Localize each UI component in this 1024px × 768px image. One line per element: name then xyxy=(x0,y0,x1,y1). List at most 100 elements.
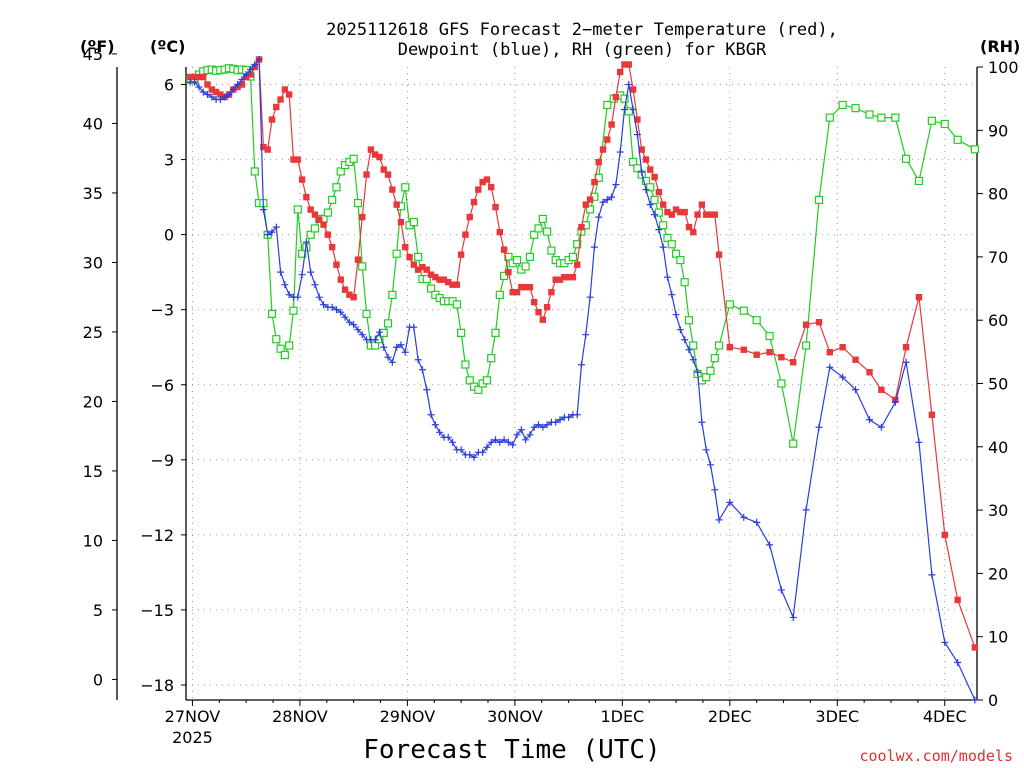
rh-point xyxy=(940,119,949,129)
rh-tick-label: 20 xyxy=(988,564,1008,583)
chart-title-line1: 2025112618 GFS Forecast 2−meter Temperat… xyxy=(326,20,838,40)
temperature-point xyxy=(320,221,327,228)
dewpoint-point xyxy=(315,293,323,301)
rh-point xyxy=(465,376,474,385)
dewpoint-point xyxy=(500,436,508,444)
dewpoint-point xyxy=(496,438,504,446)
rh-point xyxy=(521,262,530,271)
dewpoint-point xyxy=(427,411,435,419)
rh-point xyxy=(401,183,410,192)
temperature-point xyxy=(440,276,448,283)
celsius-tick-label: −9 xyxy=(150,451,174,470)
axes xyxy=(112,53,983,706)
dewpoint-point xyxy=(655,226,663,234)
dewpoint-point xyxy=(345,318,353,326)
temperature-point xyxy=(479,178,486,186)
temperature-point xyxy=(285,91,293,98)
temperature-point xyxy=(187,73,194,81)
dewpoint-point xyxy=(388,358,396,366)
fahrenheit-tick-label: 15 xyxy=(83,462,103,481)
temperature-point xyxy=(354,256,362,263)
rh-point xyxy=(689,341,698,350)
temperature-point xyxy=(505,268,512,276)
temperature-point xyxy=(616,68,624,76)
temperature-point xyxy=(217,91,224,98)
temperature-point xyxy=(561,273,568,281)
temperature-point xyxy=(790,359,797,366)
rh-point xyxy=(289,306,298,315)
rh-point xyxy=(641,176,651,186)
rh-point xyxy=(297,249,307,258)
rh-point xyxy=(765,331,774,341)
rh-point xyxy=(927,116,936,125)
temperature-point xyxy=(260,143,267,151)
dewpoint-point xyxy=(436,428,444,436)
x-tick-label: 27NOV xyxy=(165,707,221,726)
x-tick-label: 2DEC xyxy=(708,707,752,726)
rh-point xyxy=(530,230,539,239)
rh-point xyxy=(280,350,289,360)
celsius-tick-label: 6 xyxy=(164,76,174,95)
temperature-point xyxy=(462,231,469,238)
rh-point xyxy=(654,208,663,217)
temperature-point xyxy=(414,266,422,273)
temperature-point xyxy=(839,344,846,351)
dewpoint-point xyxy=(466,451,474,459)
temperature-point xyxy=(316,216,323,223)
rh-point xyxy=(491,328,500,337)
dewpoint-point xyxy=(866,416,874,424)
temperature-point xyxy=(311,211,319,218)
temperature-point xyxy=(878,386,885,393)
rh-point xyxy=(802,341,811,350)
dewpoint-point xyxy=(638,168,646,176)
rh-point xyxy=(725,300,734,309)
dewpoint-point xyxy=(599,198,607,206)
dewpoint-point xyxy=(971,696,979,704)
dewpoint-point xyxy=(509,441,517,449)
temperature-point xyxy=(625,61,632,68)
rh-point xyxy=(512,255,522,265)
rh-point xyxy=(534,224,543,233)
rh-point xyxy=(838,100,847,110)
rh-series xyxy=(186,64,979,448)
temperature-point xyxy=(815,319,823,326)
dewpoint-point xyxy=(268,228,276,236)
dewpoint-point xyxy=(663,273,671,281)
temperature-point xyxy=(522,283,529,291)
temperature-point xyxy=(204,81,211,88)
rh-point xyxy=(487,354,496,363)
rh-point xyxy=(671,249,681,258)
dewpoint-point xyxy=(582,331,590,339)
dewpoint-point xyxy=(320,301,328,309)
temperature-point xyxy=(902,344,910,351)
rh-point xyxy=(680,278,689,287)
rh-point xyxy=(310,224,320,233)
rh-point xyxy=(702,373,711,382)
fahrenheit-tick-label: 20 xyxy=(83,392,103,411)
dewpoint-point xyxy=(328,303,336,311)
temperature-point xyxy=(324,231,332,238)
rh-point xyxy=(714,341,724,350)
rh-point xyxy=(706,366,715,375)
celsius-tick-label: −18 xyxy=(140,676,174,695)
temperature-point xyxy=(677,208,684,216)
dewpoint-point xyxy=(668,291,676,299)
temperature-point xyxy=(380,166,387,173)
temperature-point xyxy=(475,186,482,193)
dewpoint-point xyxy=(216,96,224,104)
rh-point xyxy=(328,195,337,205)
dewpoint-point xyxy=(203,91,211,99)
dewpoint-point xyxy=(608,193,616,201)
rh-point xyxy=(585,205,595,214)
dewpoint-point xyxy=(393,343,401,351)
dewpoint-point xyxy=(423,386,431,394)
temperature-point xyxy=(281,86,289,93)
dewpoint-point xyxy=(629,106,637,114)
celsius-tick-label: −3 xyxy=(150,301,174,320)
temperature-point xyxy=(247,71,254,78)
dewpoint-point xyxy=(539,423,547,431)
temperature-point xyxy=(591,178,598,186)
temperature-point xyxy=(513,288,521,296)
rh-point xyxy=(409,217,418,227)
